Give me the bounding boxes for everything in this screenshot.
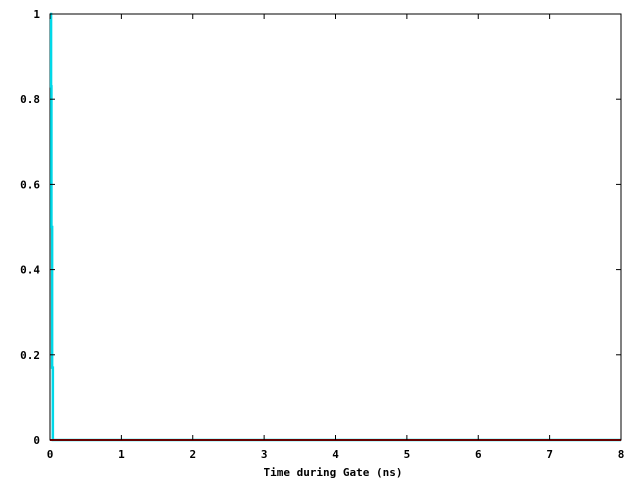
y-tick-label: 1: [33, 8, 40, 21]
x-tick-label: 6: [475, 448, 482, 461]
y-tick-label: 0: [33, 434, 40, 447]
x-tick-label: 7: [546, 448, 553, 461]
x-ticks: 0 1 2 3 4 5 6 7 8: [47, 14, 625, 461]
x-tick-label: 3: [261, 448, 268, 461]
y-tick-label: 0.8: [20, 93, 40, 106]
x-tick-label: 5: [404, 448, 411, 461]
x-tick-label: 4: [332, 448, 339, 461]
y-ticks: 0 0.2 0.4 0.6 0.8 1: [20, 8, 621, 447]
y-tick-label: 0.6: [20, 178, 40, 191]
x-tick-label: 8: [618, 448, 625, 461]
x-tick-label: 1: [118, 448, 125, 461]
y-tick-label: 0.2: [20, 349, 40, 362]
series-line-0: [49, 12, 621, 442]
x-tick-label: 2: [189, 448, 196, 461]
y-tick-label: 0.4: [20, 264, 40, 277]
series-layer: [49, 12, 621, 442]
x-axis-title: Time during Gate (ns): [263, 466, 402, 479]
plot-frame: [49, 13, 622, 441]
x-tick-label: 0: [47, 448, 54, 461]
